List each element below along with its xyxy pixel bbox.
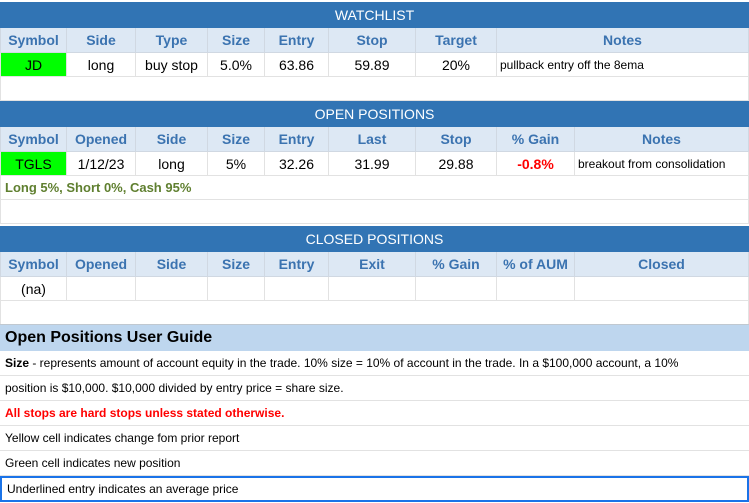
col-stop[interactable]: Stop bbox=[328, 27, 416, 53]
entry-cell[interactable]: 32.26 bbox=[264, 151, 329, 176]
symbol-cell[interactable]: JD bbox=[0, 52, 67, 77]
col-target[interactable]: Target bbox=[415, 27, 497, 53]
size-label: Size bbox=[5, 356, 30, 370]
size-cell[interactable]: 5% bbox=[207, 151, 265, 176]
open-positions-table: OPEN POSITIONS Symbol Opened Side Size E… bbox=[0, 101, 749, 224]
cell[interactable] bbox=[207, 276, 265, 301]
cell[interactable] bbox=[415, 276, 497, 301]
guide-size[interactable]: Size - represents amount of account equi… bbox=[0, 351, 749, 376]
col-stop[interactable]: Stop bbox=[415, 126, 497, 152]
stop-cell[interactable]: 59.89 bbox=[328, 52, 416, 77]
col-side[interactable]: Side bbox=[66, 27, 136, 53]
col-side[interactable]: Side bbox=[135, 126, 208, 152]
guide-size-cont[interactable]: position is $10,000. $10,000 divided by … bbox=[0, 376, 749, 401]
allocation-summary[interactable]: Long 5%, Short 0%, Cash 95% bbox=[0, 175, 749, 200]
col-size[interactable]: Size bbox=[207, 126, 265, 152]
symbol-cell[interactable]: (na) bbox=[0, 276, 67, 301]
size-cell[interactable]: 5.0% bbox=[207, 52, 265, 77]
col-gain[interactable]: % Gain bbox=[496, 126, 575, 152]
col-entry[interactable]: Entry bbox=[264, 126, 329, 152]
cell[interactable] bbox=[328, 276, 416, 301]
table-row: TGLS 1/12/23 long 5% 32.26 31.99 29.88 -… bbox=[0, 151, 749, 176]
col-size[interactable]: Size bbox=[207, 251, 265, 277]
col-opened[interactable]: Opened bbox=[66, 126, 136, 152]
opened-cell[interactable]: 1/12/23 bbox=[66, 151, 136, 176]
table-row: JD long buy stop 5.0% 63.86 59.89 20% pu… bbox=[0, 52, 749, 77]
watchlist-title: WATCHLIST bbox=[0, 2, 749, 28]
type-cell[interactable]: buy stop bbox=[135, 52, 208, 77]
col-symbol[interactable]: Symbol bbox=[0, 27, 67, 53]
col-entry[interactable]: Entry bbox=[264, 27, 329, 53]
closed-positions-table: CLOSED POSITIONS Symbol Opened Side Size… bbox=[0, 226, 749, 325]
notes-cell[interactable]: breakout from consolidation bbox=[574, 151, 749, 176]
guide-title: Open Positions User Guide bbox=[0, 324, 749, 351]
col-notes[interactable]: Notes bbox=[496, 27, 749, 53]
guide-green[interactable]: Green cell indicates new position bbox=[0, 451, 749, 476]
symbol-cell[interactable]: TGLS bbox=[0, 151, 67, 176]
col-symbol[interactable]: Symbol bbox=[0, 251, 67, 277]
col-type[interactable]: Type bbox=[135, 27, 208, 53]
open-positions-title: OPEN POSITIONS bbox=[0, 101, 749, 127]
col-aum[interactable]: % of AUM bbox=[496, 251, 575, 277]
col-entry[interactable]: Entry bbox=[264, 251, 329, 277]
empty-row[interactable] bbox=[0, 199, 749, 224]
size-text: - represents amount of account equity in… bbox=[29, 356, 679, 370]
target-cell[interactable]: 20% bbox=[415, 52, 497, 77]
cell[interactable] bbox=[66, 276, 136, 301]
last-cell[interactable]: 31.99 bbox=[328, 151, 416, 176]
notes-cell[interactable]: pullback entry off the 8ema bbox=[496, 52, 749, 77]
user-guide: Open Positions User Guide Size - represe… bbox=[0, 324, 749, 502]
col-side[interactable]: Side bbox=[135, 251, 208, 277]
cell[interactable] bbox=[496, 276, 575, 301]
col-notes[interactable]: Notes bbox=[574, 126, 749, 152]
cell[interactable] bbox=[264, 276, 329, 301]
side-cell[interactable]: long bbox=[135, 151, 208, 176]
empty-row[interactable] bbox=[0, 76, 749, 101]
col-opened[interactable]: Opened bbox=[66, 251, 136, 277]
empty-row[interactable] bbox=[0, 300, 749, 325]
col-last[interactable]: Last bbox=[328, 126, 416, 152]
guide-underlined[interactable]: Underlined entry indicates an average pr… bbox=[0, 476, 749, 502]
guide-stops[interactable]: All stops are hard stops unless stated o… bbox=[0, 401, 749, 426]
gain-cell[interactable]: -0.8% bbox=[496, 151, 575, 176]
col-closed[interactable]: Closed bbox=[574, 251, 749, 277]
col-exit[interactable]: Exit bbox=[328, 251, 416, 277]
entry-cell[interactable]: 63.86 bbox=[264, 52, 329, 77]
cell[interactable] bbox=[135, 276, 208, 301]
closed-positions-title: CLOSED POSITIONS bbox=[0, 226, 749, 252]
col-size[interactable]: Size bbox=[207, 27, 265, 53]
col-symbol[interactable]: Symbol bbox=[0, 126, 67, 152]
col-gain[interactable]: % Gain bbox=[415, 251, 497, 277]
watchlist-table: WATCHLIST Symbol Side Type Size Entry St… bbox=[0, 2, 749, 101]
cell[interactable] bbox=[574, 276, 749, 301]
table-row: (na) bbox=[0, 276, 749, 301]
guide-yellow[interactable]: Yellow cell indicates change fom prior r… bbox=[0, 426, 749, 451]
stop-cell[interactable]: 29.88 bbox=[415, 151, 497, 176]
side-cell[interactable]: long bbox=[66, 52, 136, 77]
